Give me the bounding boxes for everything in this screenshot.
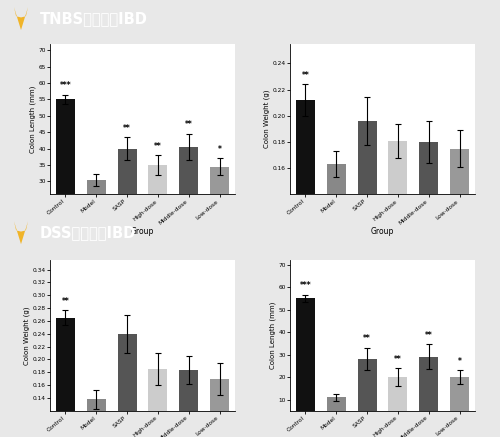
Text: **: ** (302, 71, 310, 80)
Bar (419, 357, 438, 422)
Polygon shape (14, 221, 28, 244)
Y-axis label: Colon Length (mm): Colon Length (mm) (269, 302, 276, 369)
Bar (118, 334, 137, 437)
Text: DSS诱导小鼠IBD: DSS诱导小鼠IBD (40, 225, 136, 240)
Bar (148, 165, 168, 280)
Bar (450, 149, 469, 378)
Bar (296, 100, 315, 378)
Text: **: ** (154, 142, 162, 151)
Text: **: ** (62, 297, 70, 305)
Bar (179, 147, 199, 280)
Bar (388, 141, 407, 378)
Bar (326, 164, 346, 378)
Bar (210, 166, 229, 280)
Text: TNBS诱导大鼠IBD: TNBS诱导大鼠IBD (40, 11, 148, 26)
Bar (388, 377, 407, 422)
Bar (450, 377, 469, 422)
Bar (86, 399, 106, 437)
Text: ***: *** (60, 81, 71, 90)
Text: **: ** (123, 124, 131, 132)
Bar (326, 397, 346, 422)
Bar (358, 121, 376, 378)
X-axis label: Group: Group (131, 227, 154, 236)
Text: **: ** (363, 334, 371, 343)
Bar (148, 369, 168, 437)
Bar (358, 359, 376, 422)
Text: **: ** (185, 120, 192, 129)
X-axis label: Group: Group (371, 227, 394, 236)
Bar (419, 142, 438, 378)
Text: ***: *** (300, 281, 311, 290)
Bar (210, 379, 229, 437)
Bar (179, 371, 199, 437)
Bar (56, 100, 75, 280)
Y-axis label: Colon Weight (g): Colon Weight (g) (264, 90, 270, 148)
Text: *: * (218, 145, 222, 154)
Text: **: ** (425, 331, 432, 340)
Y-axis label: Colon Weight (g): Colon Weight (g) (24, 306, 30, 364)
Bar (56, 318, 75, 437)
Bar (86, 180, 106, 280)
Polygon shape (14, 7, 28, 30)
Bar (118, 149, 137, 280)
Text: **: ** (394, 354, 402, 364)
Y-axis label: Colon Length (mm): Colon Length (mm) (29, 85, 35, 153)
Text: *: * (458, 357, 462, 366)
Bar (296, 298, 315, 422)
